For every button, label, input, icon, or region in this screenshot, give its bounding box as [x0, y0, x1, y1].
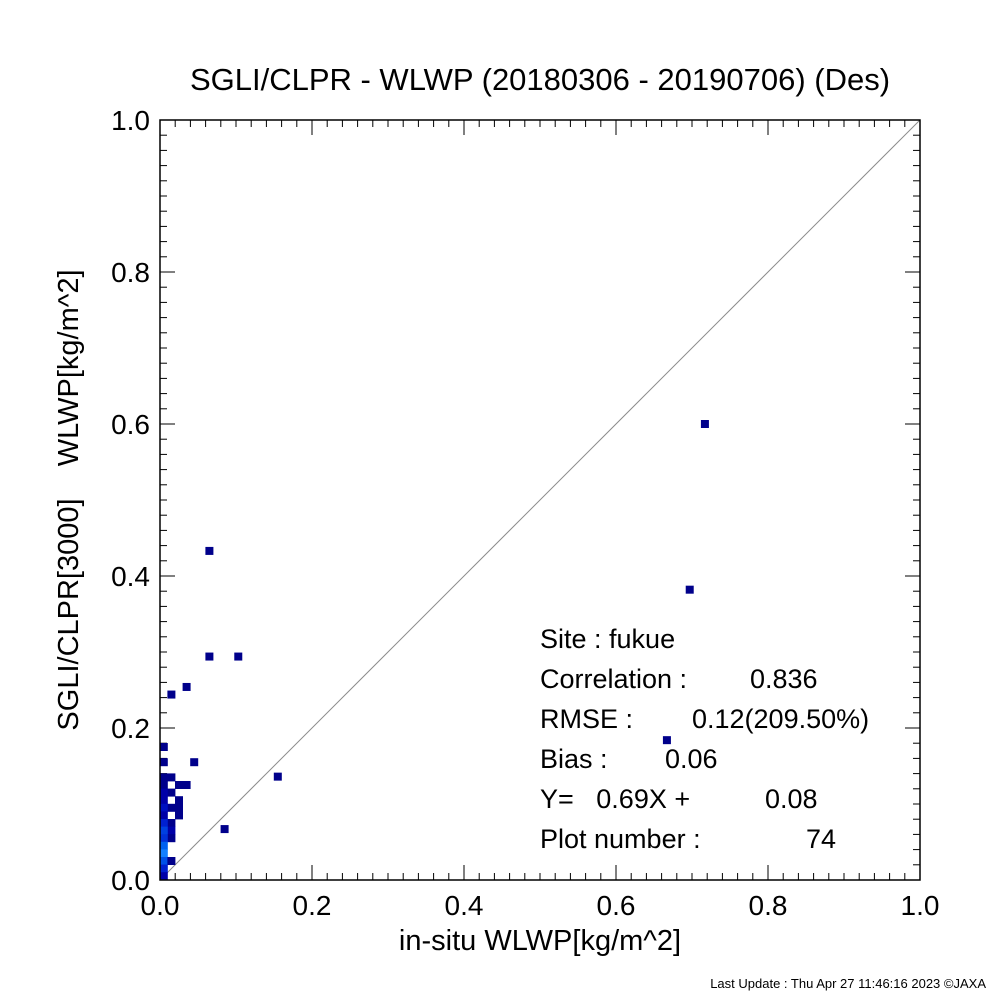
- y-tick-label: 0.6: [111, 409, 150, 440]
- y-axis-title: SGLI/CLPR[3000] WLWP[kg/m^2]: [53, 269, 85, 730]
- data-point: [159, 788, 168, 797]
- stats-box: Site : fukue Correlation : 0.836 RMSE : …: [540, 624, 869, 854]
- data-point: [159, 811, 168, 820]
- data-point: [220, 825, 229, 834]
- data-point: [159, 864, 168, 873]
- x-tick-label: 0.0: [141, 890, 180, 921]
- data-point: [159, 826, 168, 835]
- data-point: [685, 585, 694, 594]
- y-tick-label: 0.0: [111, 865, 150, 896]
- x-tick-label: 0.6: [597, 890, 636, 921]
- data-point: [159, 773, 168, 782]
- data-point: [159, 781, 168, 789]
- data-point: [159, 803, 168, 812]
- data-point: [167, 773, 176, 782]
- x-tick-label: 0.8: [749, 890, 788, 921]
- data-point: [159, 834, 168, 843]
- stat-site-label: Site : fukue: [540, 624, 675, 654]
- data-point: [159, 849, 168, 858]
- axis-tick-labels: 0.0 0.2 0.4 0.6 0.8 1.0 0.0 0.2 0.4 0.6 0.8 1.0: [111, 105, 939, 921]
- data-point: [167, 857, 176, 865]
- stat-rmse-label: RMSE :: [540, 704, 633, 734]
- data-point: [182, 781, 191, 789]
- data-points: [159, 420, 709, 881]
- stat-correlation-value: 0.836: [750, 664, 818, 694]
- plot-frame: [159, 119, 921, 881]
- data-point: [205, 652, 214, 661]
- x-tick-label: 1.0: [901, 890, 940, 921]
- data-point: [175, 781, 183, 789]
- data-point: [159, 857, 168, 865]
- stat-regression-label: Y= 0.69X +: [540, 784, 690, 814]
- data-point: [234, 652, 243, 661]
- x-tick-label: 0.4: [445, 890, 484, 921]
- stat-plot-number-label: Plot number :: [540, 824, 701, 854]
- x-tick-label: 0.2: [293, 890, 332, 921]
- y-tick-label: 0.4: [111, 561, 150, 592]
- stat-correlation-label: Correlation :: [540, 664, 687, 694]
- data-point: [167, 690, 176, 699]
- stat-regression-value: 0.08: [765, 784, 818, 814]
- data-point: [167, 834, 176, 843]
- data-point: [159, 743, 168, 751]
- data-point: [175, 796, 183, 805]
- y-tick-label: 1.0: [111, 105, 150, 136]
- data-point: [159, 819, 168, 827]
- reference-line: [159, 119, 921, 881]
- data-point: [662, 736, 671, 745]
- last-update-footer: Last Update : Thu Apr 27 11:46:16 2023 ©…: [710, 976, 986, 991]
- stat-bias-label: Bias :: [540, 744, 608, 774]
- data-point: [159, 872, 168, 881]
- data-point: [167, 788, 176, 797]
- data-point: [159, 841, 168, 850]
- data-point: [182, 682, 191, 691]
- y-tick-label: 0.8: [111, 257, 150, 288]
- stat-rmse-value: 0.12(209.50%): [692, 704, 869, 734]
- data-point: [167, 826, 176, 835]
- data-point: [175, 811, 183, 820]
- stat-plot-number-value: 74: [806, 824, 836, 854]
- stat-bias-value: 0.06: [665, 744, 718, 774]
- data-point: [167, 819, 176, 827]
- data-point: [190, 758, 199, 767]
- data-point: [700, 420, 709, 428]
- y-tick-label: 0.2: [111, 713, 150, 744]
- data-point: [205, 546, 214, 555]
- chart-title: SGLI/CLPR - WLWP (20180306 - 20190706) (…: [190, 62, 890, 97]
- x-axis-title: in-situ WLWP[kg/m^2]: [399, 925, 681, 957]
- data-point: [159, 758, 168, 767]
- data-point: [167, 803, 176, 812]
- data-point: [175, 803, 183, 812]
- data-point: [159, 796, 168, 805]
- data-point: [273, 772, 282, 781]
